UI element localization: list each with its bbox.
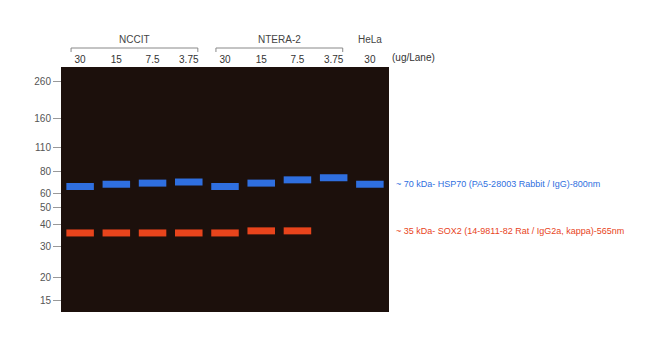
svg-text:15: 15 (256, 54, 268, 65)
svg-text:15: 15 (40, 295, 52, 306)
svg-text:7.5: 7.5 (146, 54, 160, 65)
svg-text:NCCIT: NCCIT (119, 34, 150, 45)
svg-text:30: 30 (364, 54, 376, 65)
svg-text:40: 40 (40, 219, 52, 230)
svg-text:260: 260 (34, 76, 51, 87)
svg-text:30: 30 (75, 54, 87, 65)
svg-text:30: 30 (40, 241, 52, 252)
svg-text:50: 50 (40, 202, 52, 213)
svg-text:110: 110 (35, 142, 51, 153)
svg-text:~ 35 kDa- SOX2 (14-9811-82 Rat: ~ 35 kDa- SOX2 (14-9811-82 Rat / IgG2a, … (396, 226, 624, 236)
svg-text:NTERA-2: NTERA-2 (258, 34, 301, 45)
svg-text:(ug/Lane): (ug/Lane) (392, 52, 435, 63)
svg-text:80: 80 (40, 166, 52, 177)
svg-text:160: 160 (34, 113, 51, 124)
svg-text:7.5: 7.5 (290, 54, 304, 65)
svg-text:~ 70 kDa- HSP70 (PA5-28003 Rab: ~ 70 kDa- HSP70 (PA5-28003 Rabbit / IgG)… (396, 179, 600, 189)
svg-text:20: 20 (40, 272, 52, 283)
svg-text:60: 60 (40, 188, 52, 199)
svg-text:HeLa: HeLa (358, 34, 382, 45)
svg-text:3.75: 3.75 (324, 54, 344, 65)
svg-text:3.75: 3.75 (179, 54, 199, 65)
svg-text:15: 15 (111, 54, 123, 65)
svg-text:30: 30 (219, 54, 231, 65)
